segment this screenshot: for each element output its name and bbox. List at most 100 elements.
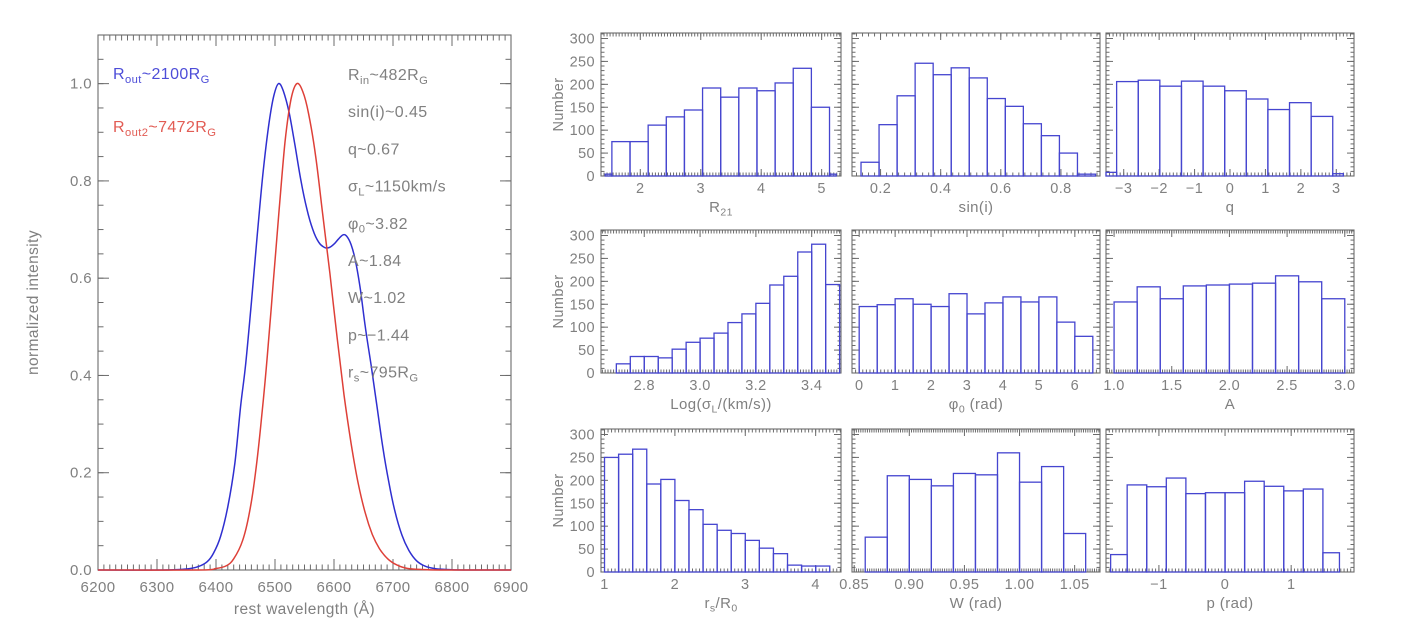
hist_A-xtick-label: 2.5 [1276, 378, 1297, 394]
histogram-bar [1058, 152, 1079, 177]
annotation-line: W~1.02 [348, 290, 406, 307]
histogram-bar [1267, 108, 1291, 177]
spectrum-xtick-label: 6400 [199, 579, 234, 596]
histogram-bar [674, 499, 690, 573]
histogram-bar [646, 483, 662, 573]
histogram-bar [611, 140, 631, 177]
histogram-bar [772, 553, 789, 573]
histogram-bar [1302, 488, 1324, 573]
histogram-bar [1146, 486, 1167, 573]
hist_logsig-xtick-label: 3.4 [801, 378, 822, 394]
hist_logsig-xlabel: Log(σL/(km/s)) [670, 396, 772, 416]
histogram-bar [811, 243, 827, 374]
histogram-bar [1251, 282, 1277, 374]
hist_rs-xtick-label: 3 [741, 577, 749, 593]
hist_phi0-panel: 0 1 2 3 4 5 6 φ0 (rad) [851, 229, 1101, 416]
hist_rs-ticks [600, 429, 841, 573]
hist_sini-xtick-label: 0.6 [990, 181, 1011, 197]
histogram-bar [825, 283, 841, 374]
histogram-bar [1321, 298, 1346, 374]
hist_phi0-xtick-label: 4 [999, 378, 1007, 394]
hist_rs-xlabel: rs/R0 [704, 595, 737, 615]
spectrum-xtick-label: 6200 [81, 579, 116, 596]
hist_p-xtick-label: 0 [1221, 577, 1229, 593]
spectrum-ticks [97, 34, 512, 571]
histogram-bar [755, 302, 771, 374]
histogram-bar [948, 293, 968, 374]
histogram-bar [699, 337, 715, 374]
hist_logsig-xtick-label: 2.8 [634, 378, 655, 394]
hist_W-xtick-label: 0.95 [950, 577, 980, 593]
histogram-bar [756, 90, 776, 177]
histogram-bar [1137, 79, 1161, 177]
histogram-bar [1126, 484, 1148, 573]
histogram-bar [660, 478, 676, 573]
histogram-bar [720, 96, 740, 177]
histogram-bar [1165, 477, 1187, 573]
histogram-bar [683, 109, 704, 177]
hist_logsig-ytick-label: 300 [570, 229, 595, 245]
histogram-bar [914, 62, 934, 177]
histogram-bar [629, 140, 649, 177]
histogram-bar [716, 529, 732, 573]
histogram-bar [930, 485, 955, 573]
histogram-bar [1062, 532, 1087, 573]
histogram-bar [908, 478, 933, 573]
hist_q-xtick-label: 1 [1261, 181, 1269, 197]
hist_logsig-xtick-label: 3.2 [745, 378, 766, 394]
annotation-line: Rin~482RG [348, 67, 428, 87]
hist_rs-xtick-label: 2 [671, 577, 679, 593]
histogram-bar [858, 305, 878, 374]
hist_q-xtick-label: −3 [1115, 181, 1132, 197]
hist_sini-ticks [852, 33, 1100, 177]
histogram-bar [1224, 492, 1246, 573]
histogram-bar [1283, 490, 1304, 573]
spectrum-frame [97, 34, 512, 571]
spectrum-ytick-label: 0.6 [70, 270, 92, 287]
histogram-bar [1056, 321, 1076, 374]
hist_A-xtick-label: 2.0 [1219, 378, 1240, 394]
hist_rs-panel: 1 2 3 4 0 50 100 150 200 250 300 rs/R0 Number [551, 428, 842, 615]
histogram-bar [615, 363, 631, 374]
histogram-bar [1332, 173, 1345, 177]
histogram-bar [769, 284, 785, 374]
histogram-bar [986, 97, 1006, 177]
hist_A-xtick-label: 1.0 [1103, 378, 1124, 394]
spectrum-ytick-label: 0.2 [70, 465, 92, 482]
hist_logsig-ytick-label: 250 [570, 251, 595, 267]
histogram-bar [1205, 284, 1231, 374]
histogram-bar [1322, 552, 1341, 573]
hist_phi0-bars [858, 293, 1094, 374]
hist_sini-xlabel: sin(i) [959, 199, 994, 216]
annotation-line: p~−1.44 [348, 327, 410, 344]
hist_r21-xtick-label: 2 [636, 181, 644, 197]
histogram-bar [774, 82, 794, 177]
histogram-bar [1004, 105, 1024, 177]
hist_A-panel: 1.0 1.5 2.0 2.5 3.0 A [1103, 229, 1355, 413]
legend-entry: Rout~2100RG [113, 66, 210, 86]
hist_logsig-panel: 2.8 3.0 3.2 3.4 0 50 100 150 200 250 300 Log(σL/(km… [551, 229, 842, 416]
hist_p-frame [1105, 428, 1355, 573]
hist_sini-xtick-label: 0.8 [1050, 181, 1071, 197]
hist_q-ticks [1105, 33, 1355, 177]
histogram-bar [952, 472, 977, 573]
hist_r21-xtick-label: 4 [757, 181, 765, 197]
hist_rs-ytick-label: 0 [587, 565, 595, 581]
histogram-bar [1228, 283, 1254, 374]
histogram-bar [744, 539, 761, 573]
hist_sini-xtick-label: 0.4 [930, 181, 951, 197]
histogram-bar [950, 67, 970, 177]
histogram-bar [1245, 98, 1269, 177]
histogram-bar [1180, 80, 1204, 177]
hist_p-bars [1109, 477, 1341, 573]
histogram-bar [984, 302, 1004, 374]
histogram-bar [1185, 492, 1207, 573]
hist_phi0-xtick-label: 3 [963, 378, 971, 394]
histogram-bar [617, 453, 634, 573]
hist_rs-ytick-label: 300 [570, 428, 595, 444]
histogram-bar [968, 77, 988, 177]
histogram-bar [688, 509, 704, 573]
histogram-bar [886, 475, 910, 573]
hist_r21-xtick-label: 3 [697, 181, 705, 197]
